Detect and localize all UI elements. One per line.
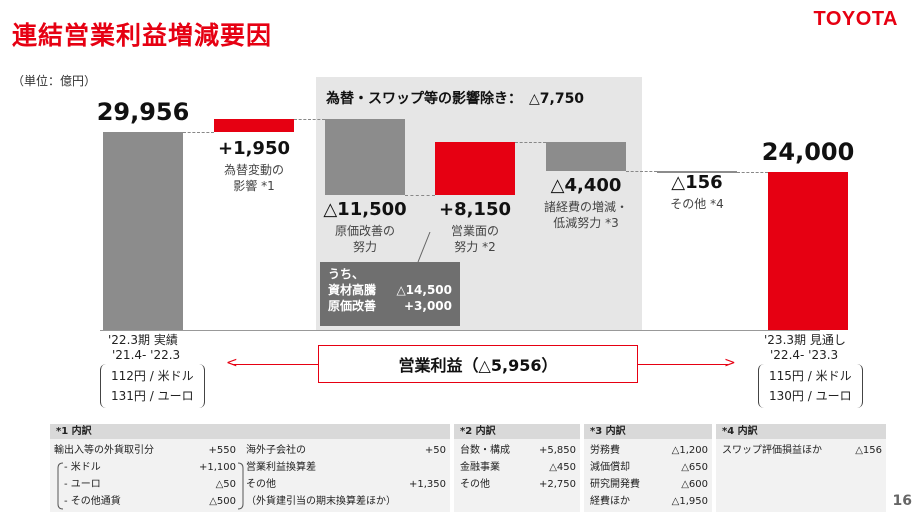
note-1-right-value: +1,350 — [408, 479, 446, 490]
note-1-bracket — [237, 462, 244, 510]
page-number: 16 — [892, 493, 912, 509]
breakdown-row: 原価改善 +3,000 — [328, 298, 452, 314]
waterfall-connector — [626, 170, 657, 172]
breakdown-row: 資材高騰 △14,500 — [328, 282, 452, 298]
bar-value-label: △156 — [671, 171, 723, 193]
right-period-range: '22.4- '23.3 — [770, 348, 839, 362]
note-4-label: スワップ評価損益ほか — [722, 445, 822, 456]
note-3-value: △1,200 — [671, 445, 708, 456]
note-1-left-value: △50 — [215, 479, 236, 490]
bar-value-label: +1,950 — [217, 138, 291, 160]
bar-value-label: △4,400 — [550, 174, 622, 196]
note-2-box: *2 内訳 台数・構成 +5,850 金融事業 △450 その他 +2,750 — [454, 424, 580, 512]
bar-description: 為替変動の 影響 *1 — [223, 163, 284, 194]
waterfall-bar — [768, 171, 848, 330]
waterfall-bar — [435, 141, 515, 196]
note-2-value: △450 — [549, 462, 576, 473]
note-1-left-label: - その他通貨 — [64, 496, 121, 507]
breakdown-row-value: △14,500 — [396, 283, 452, 297]
operating-profit-label: 営業利益 — [398, 356, 463, 375]
note-3-title: *3 内訳 — [584, 424, 712, 439]
bar-value-label: △11,500 — [323, 199, 407, 221]
waterfall-connector — [515, 141, 546, 143]
arrow-right-icon: > — [724, 355, 736, 371]
left-fx-usd: 112円 / 米ドル — [111, 369, 194, 383]
right-fx-usd: 115円 / 米ドル — [769, 369, 852, 383]
bar-description: その他 *4 — [670, 196, 724, 211]
breakdown-title: うち、 — [328, 267, 365, 281]
note-1-left-label: - 米ドル — [64, 462, 101, 473]
note-4-value: △156 — [855, 445, 882, 456]
arrow-line-left — [232, 364, 318, 365]
operating-profit-box: 営業利益 （△5,956） — [318, 345, 638, 383]
breakdown-pointer — [417, 232, 431, 262]
bar-description: 営業面の 努力 *2 — [450, 224, 499, 255]
note-2-label: その他 — [460, 479, 490, 490]
waterfall-connector — [294, 119, 325, 121]
note-1-right-label: 海外子会社の — [246, 445, 306, 456]
note-3-label: 減価償却 — [590, 462, 630, 473]
bar-description: 諸経費の増減・ 低減努力 *3 — [543, 199, 628, 230]
left-fx-rates: 112円 / 米ドル 131円 / ユーロ — [100, 364, 205, 408]
operating-profit-value: （△5,956） — [462, 356, 558, 375]
note-3-value: △1,950 — [671, 496, 708, 507]
note-4-title: *4 内訳 — [716, 424, 886, 439]
note-1-left-value: +1,100 — [198, 462, 236, 473]
waterfall-connector — [183, 132, 214, 134]
note-2-label: 金融事業 — [460, 462, 500, 473]
bar-value-label: 24,000 — [761, 137, 855, 166]
waterfall-bar — [214, 119, 294, 133]
left-fx-eur: 131円 / ユーロ — [111, 389, 194, 403]
note-2-value: +5,850 — [538, 445, 576, 456]
note-1-left-label: - ユーロ — [64, 479, 101, 490]
note-3-value: △650 — [681, 462, 708, 473]
waterfall-bar — [657, 170, 737, 173]
note-3-label: 研究開発費 — [590, 479, 640, 490]
waterfall-connector — [405, 195, 435, 197]
bar-value-label: +8,150 — [438, 199, 512, 221]
note-4-box: *4 内訳 スワップ評価損益ほか △156 — [716, 424, 886, 512]
toyota-logo: TOYOTA — [813, 8, 898, 30]
note-1-bracket — [57, 462, 64, 510]
waterfall-bar — [103, 132, 183, 330]
breakdown-row-label: 資材高騰 — [328, 283, 377, 297]
chart-baseline — [100, 330, 820, 331]
arrow-left-icon: < — [226, 355, 238, 371]
waterfall-bar — [546, 141, 626, 171]
note-3-value: △600 — [681, 479, 708, 490]
page-title: 連結営業利益増減要因 — [12, 21, 273, 50]
note-3-label: 経費ほか — [590, 496, 630, 507]
bar-description: 原価改善の 努力 — [334, 224, 395, 255]
bar-value-label: 29,956 — [96, 98, 190, 127]
note-3-box: *3 内訳 労務費 △1,200 減価償却 △650 研究開発費 △600 経費… — [584, 424, 712, 512]
left-period-title: '22.3期 実績 — [108, 333, 178, 347]
left-period-range: '21.4- '22.3 — [112, 348, 181, 362]
breakdown-row-label: 原価改善 — [328, 299, 377, 313]
breakdown-box: うち、 資材高騰 △14,500 原価改善 +3,000 — [320, 262, 460, 326]
note-1-left-value: △500 — [209, 496, 236, 507]
note-1-right-value: +50 — [424, 445, 446, 456]
note-2-label: 台数・構成 — [460, 445, 510, 456]
note-2-value: +2,750 — [538, 479, 576, 490]
fx-excluded-label: 為替・スワップ等の影響除き： △7,750 — [326, 91, 585, 107]
note-1-box: *1 内訳 輸出入等の外貨取引分 +550 - 米ドル +1,100 - ユーロ… — [50, 424, 450, 512]
right-fx-rates: 115円 / 米ドル 130円 / ユーロ — [758, 364, 863, 408]
note-2-title: *2 内訳 — [454, 424, 580, 439]
right-period-title: '23.3期 見通し — [764, 333, 846, 347]
note-1-right-label: （外貨建引当の期末換算差ほか） — [246, 496, 396, 507]
note-1-right-label: その他 — [246, 479, 276, 490]
note-3-label: 労務費 — [590, 445, 620, 456]
unit-label: （単位：億円） — [12, 74, 97, 88]
breakdown-row-value: +3,000 — [403, 299, 452, 313]
right-fx-eur: 130円 / ユーロ — [769, 389, 852, 403]
note-1-right-label: 営業利益換算差 — [246, 462, 316, 473]
note-1-title: *1 内訳 — [50, 424, 450, 439]
note-1-left-value: +550 — [208, 445, 236, 456]
arrow-line-right — [638, 364, 728, 365]
waterfall-bar — [325, 119, 405, 196]
waterfall-connector — [737, 171, 768, 173]
note-1-left-label: 輸出入等の外貨取引分 — [54, 445, 154, 456]
